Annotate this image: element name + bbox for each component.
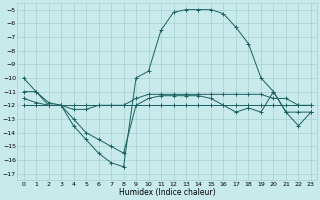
X-axis label: Humidex (Indice chaleur): Humidex (Indice chaleur) bbox=[119, 188, 216, 197]
